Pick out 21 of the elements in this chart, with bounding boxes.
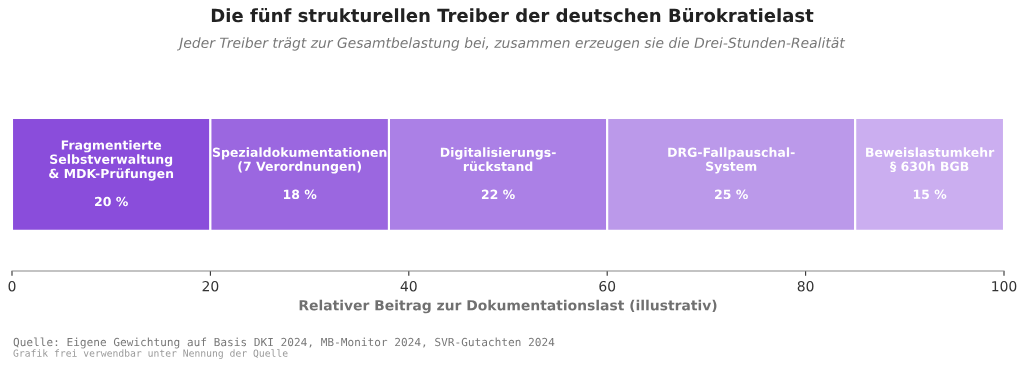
x-axis-title: Relativer Beitrag zur Dokumentationslast (illustrativ): [299, 299, 717, 314]
chart-subtitle: Jeder Treiber trägt zur Gesamtbelastung bei, zusammen erzeugen sie die Drei-Stunden-Realität: [176, 37, 846, 51]
series-label: DRG-Fallpauschal- System: [668, 147, 795, 174]
series-label: Beweislastumkehr § 630h BGB: [866, 147, 995, 173]
x-tick-label: 60: [599, 280, 616, 292]
x-tick-label: 80: [797, 280, 814, 292]
data-label: 22 %: [481, 189, 515, 200]
x-tick-label: 40: [400, 280, 417, 292]
data-label: 18 %: [283, 189, 317, 200]
data-label: 15 %: [913, 189, 947, 200]
series-label: Spezialdokumentationen (7 Verordnungen): [212, 147, 387, 174]
x-tick-label: 0: [8, 280, 16, 292]
data-label: 25 %: [715, 189, 748, 200]
x-tick-label: 100: [992, 280, 1017, 292]
x-tick-label: 20: [202, 280, 219, 292]
series-label: Digitalisierungs- rückstand: [440, 147, 556, 172]
series-label: Fragmentierte Selbstverwaltung & MDK-Prüfungen: [49, 140, 174, 181]
source-note: Quelle: Eigene Gewichtung auf Basis DKI 2024, MB-Monitor 2024, SVR-Gutachten 2024: [13, 337, 555, 349]
chart-title: Die fünf strukturellen Treiber der deutschen Bürokratielast: [211, 8, 814, 23]
data-label: 20 %: [95, 196, 128, 207]
text: Grafik frei verwendbar unter Nennung der Quelle: [13, 349, 288, 359]
